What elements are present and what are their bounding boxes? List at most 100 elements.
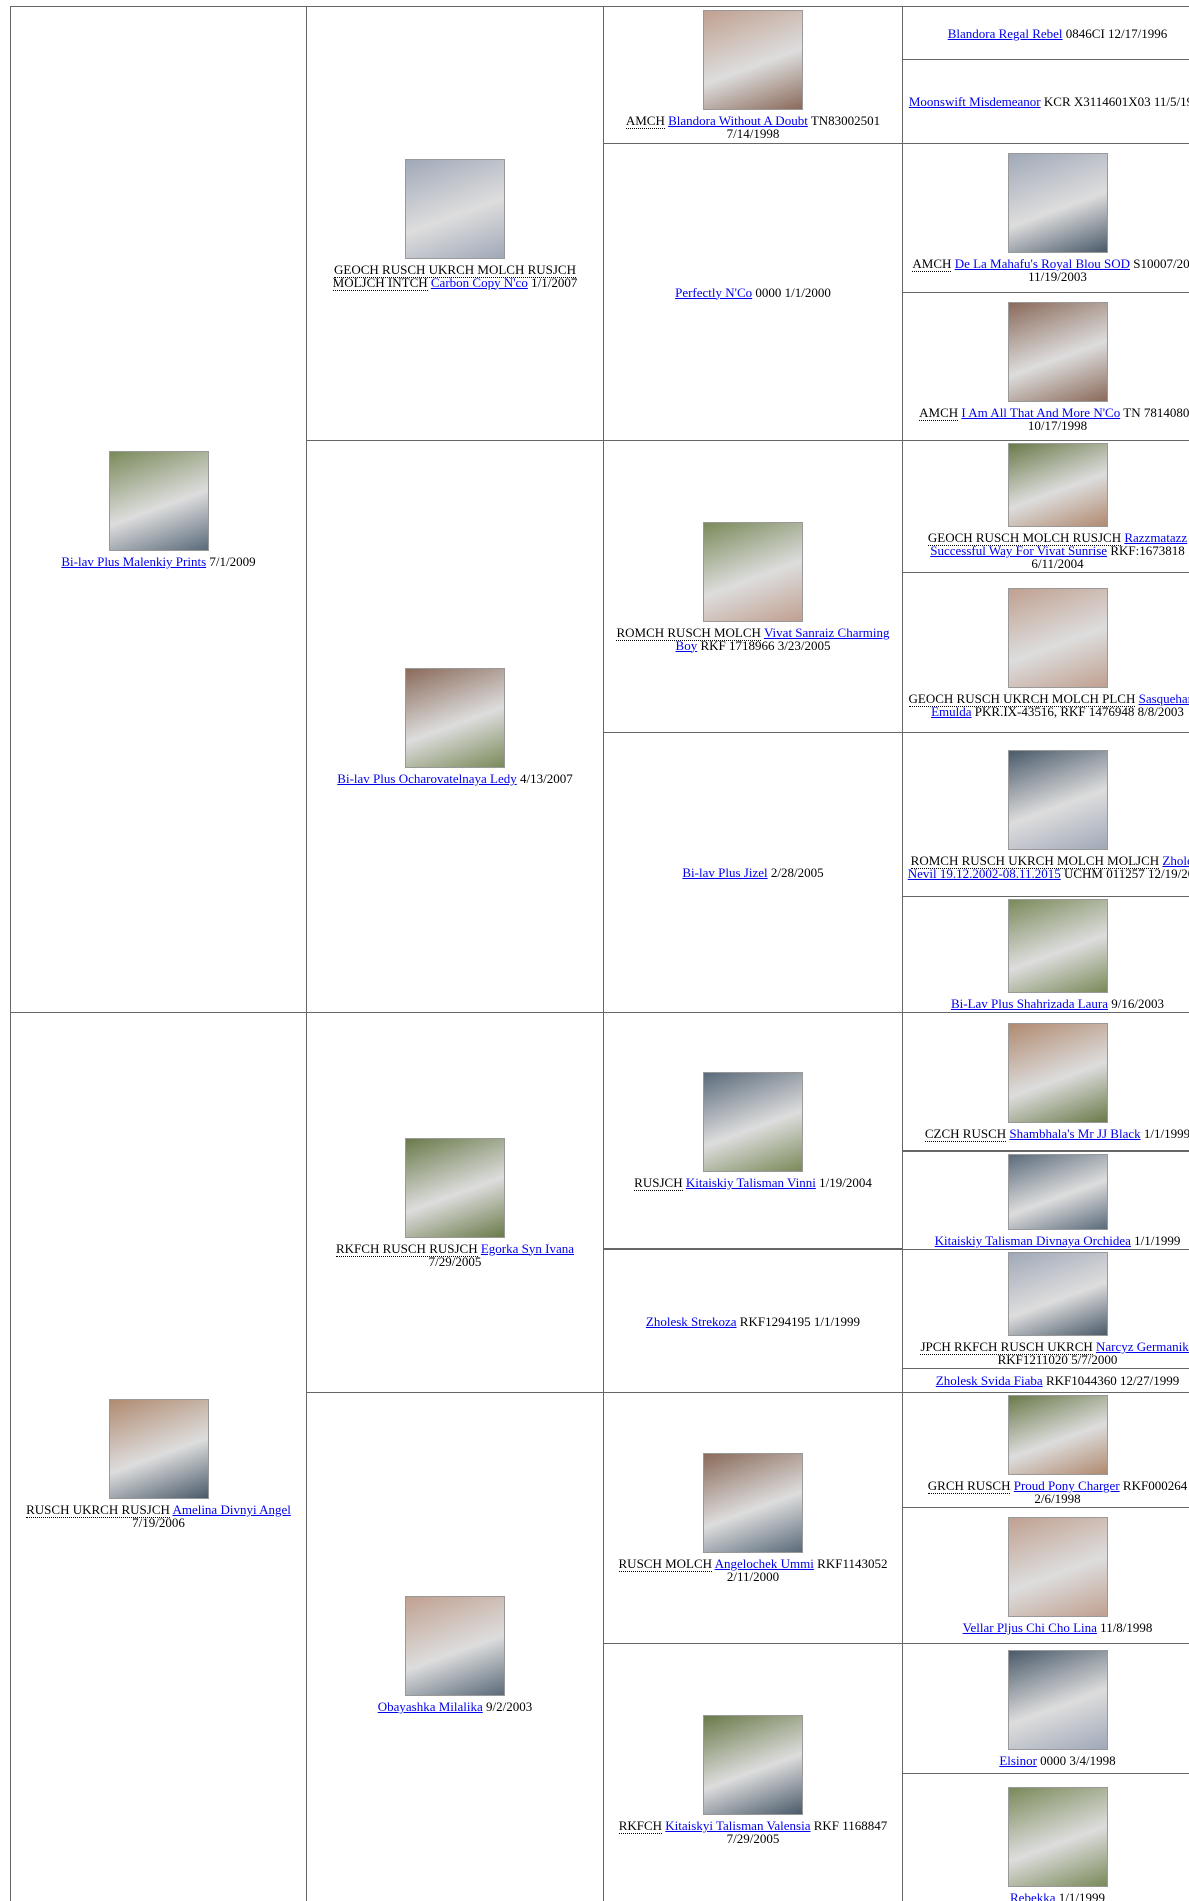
dog-photo [1007,443,1108,527]
dog-link[interactable]: De La Mahafu's Royal Blou SOD [954,256,1130,271]
pedigree-cell: GRCH RUSCH Proud Pony Charger RKF000264 … [902,1392,1189,1508]
dog-titles: RKFCH RUSCH RUSJCH [336,1240,478,1257]
dog-text: RUSCH MOLCH Angelochek Ummi RKF1143052 2… [608,1556,898,1584]
dog-text: ROMCH RUSCH UKRCH MOLCH MOLJCH Zholesk N… [907,852,1189,881]
dog-text: Perfectly N'Co 0000 1/1/2000 [675,286,831,299]
pedigree-cell: Blandora Regal Rebel 0846CI 12/17/1996 [902,6,1189,60]
dog-text: ROMCH RUSCH MOLCH Vivat Sanraiz Charming… [608,624,898,653]
dog-link[interactable]: Vivat Sanraiz Charming Boy [675,624,890,653]
dog-titles: CZCH RUSCH [924,1126,1007,1142]
dog-text: Rebekka 1/1/1999 [1010,1891,1105,1901]
dog-text: Bi-lav Plus Malenkiy Prints 7/1/2009 [61,555,255,568]
dog-link[interactable]: Carbon Copy N'co [430,274,528,290]
dog-titles: ROMCH RUSCH UKRCH MOLCH MOLJCH [910,852,1160,869]
pedigree-cell: ROMCH RUSCH UKRCH MOLCH MOLJCH Zholesk N… [902,732,1189,897]
dog-link[interactable]: Blandora Regal Rebel [947,25,1063,41]
dog-info: 0000 1/1/2000 [755,284,831,300]
dog-link[interactable]: Zholesk Strekoza [645,1313,737,1329]
dog-photo [703,1715,803,1815]
dog-link[interactable]: Blandora Without A Doubt [668,113,808,128]
dog-link[interactable]: Bi-Lav Plus Shahrizada Laura [950,996,1109,1011]
dog-link[interactable]: I Am All That And More N'Co [961,404,1121,420]
dog-photo [1007,587,1108,688]
dog-photo [1007,1517,1108,1617]
dog-text: Zholesk Svida Fiaba RKF1044360 12/27/199… [936,1374,1179,1387]
dog-link[interactable]: Kitaiskiy Talisman Divnaya Orchidea [934,1233,1131,1248]
dog-titles: GEOCH RUSCH UKRCH MOLCH RUSJCH MOLJCH IN… [332,261,576,291]
dog-text: RUSCH UKRCH RUSJCH Amelina Divnyi Angel … [15,1502,302,1529]
pedigree-cell: GEOCH RUSCH UKRCH MOLCH RUSJCH MOLJCH IN… [306,6,604,441]
dog-link[interactable]: Elsinor [999,1753,1037,1768]
dog-link[interactable]: Egorka Syn Ivana [480,1240,574,1256]
dog-info: 4/13/2007 [519,771,573,786]
dog-link[interactable]: Vellar Pljus Chi Cho Lina [962,1620,1097,1635]
dog-link[interactable]: Bi-lav Plus Ocharovatelnaya Ledy [337,771,517,786]
dog-info: TN83002501 7/14/1998 [726,113,881,141]
dog-titles: RUSCH UKRCH RUSJCH [26,1502,170,1518]
dog-info: RKF1211020 5/7/2000 [997,1352,1118,1367]
dog-titles: RKFCH [618,1818,663,1834]
dog-link[interactable]: Kitaiskiy Talisman Vinni [685,1175,816,1190]
dog-text: GEOCH RUSCH UKRCH MOLCH PLCH Sasquehanna… [907,690,1189,719]
dog-text: Moonswift Misdemeanor KCR X3114601X03 11… [909,95,1189,108]
pedigree-cell: Rebekka 1/1/1999 [902,1773,1189,1901]
dog-info: PKR.IX-43516, RKF 1476948 8/8/2003 [974,703,1184,719]
dog-photo [703,10,803,110]
dog-photo [1007,1650,1108,1750]
dog-text: CZCH RUSCH Shambhala's Mr JJ Black 1/1/1… [924,1126,1189,1142]
dog-info: 2/28/2005 [770,865,824,880]
dog-link[interactable]: Bi-lav Plus Malenkiy Prints [61,554,207,569]
dog-text: RKFCH RUSCH RUSJCH Egorka Syn Ivana 7/29… [311,1240,599,1269]
dog-info: TN 78140803 10/17/1998 [1027,404,1189,433]
dog-link[interactable]: Proud Pony Charger [1013,1478,1120,1493]
pedigree-cell: RKFCH RUSCH RUSJCH Egorka Syn Ivana 7/29… [306,1012,604,1393]
dog-link[interactable]: Zholesk Svida Fiaba [935,1373,1043,1388]
dog-link[interactable]: Bi-lav Plus Jizel [682,865,768,880]
pedigree-cell: Bi-lav Plus Malenkiy Prints 7/1/2009 [10,6,307,1013]
dog-link[interactable]: Shambhala's Mr JJ Black [1009,1126,1141,1141]
dog-link[interactable]: Perfectly N'Co [675,284,753,300]
dog-photo [1007,301,1108,402]
dog-titles: GEOCH RUSCH UKRCH MOLCH PLCH [908,690,1136,707]
pedigree-cell: JPCH RKFCH RUSCH UKRCH Narcyz Germanika … [902,1249,1189,1369]
dog-photo [405,158,505,259]
dog-titles: RUSJCH [634,1175,683,1191]
dog-info: 9/16/2003 [1111,996,1165,1011]
dog-text: GEOCH RUSCH UKRCH MOLCH RUSJCH MOLJCH IN… [311,261,599,291]
dog-link[interactable]: Razzmatazz Successful Way For Vivat Sunr… [930,530,1188,558]
dog-info: 1/19/2004 [819,1175,872,1190]
dog-link[interactable]: Kitaiskyi Talisman Valensia [665,1818,811,1833]
dog-link[interactable]: Moonswift Misdemeanor [908,94,1041,109]
dog-photo [108,451,209,551]
dog-text: Blandora Regal Rebel 0846CI 12/17/1996 [948,27,1168,40]
dog-info: UCHM 011257 12/19/2002 [1063,865,1189,881]
pedigree-cell: CZCH RUSCH Shambhala's Mr JJ Black 1/1/1… [902,1012,1189,1151]
dog-text: RUSJCH Kitaiskiy Talisman Vinni 1/19/200… [634,1175,872,1191]
dog-link[interactable]: Rebekka [1010,1889,1056,1901]
dog-text: Zholesk Strekoza RKF1294195 1/1/1999 [646,1315,860,1328]
dog-link[interactable]: Sasquehanna Emulda [931,690,1189,719]
dog-titles: GRCH RUSCH [927,1478,1011,1494]
dog-link[interactable]: Amelina Divnyi Angel [172,1502,291,1517]
dog-info: 1/1/1999 [1134,1233,1181,1248]
dog-titles: RUSCH MOLCH [618,1556,713,1572]
dog-info: 1/1/1999 [1058,1889,1105,1901]
dog-info: 0000 3/4/1998 [1040,1753,1116,1768]
dog-photo [703,521,803,622]
dog-link[interactable]: Zholesk Nevil 19.12.2002-08.11.2015 [907,852,1189,881]
dog-link[interactable]: Obayashka Milalika [377,1699,483,1714]
dog-titles: AMCH [625,113,665,129]
dog-info: 7/29/2005 [428,1253,482,1269]
dog-info: RKF1294195 1/1/1999 [739,1313,861,1329]
dog-link[interactable]: Narcyz Germanika [1096,1339,1189,1354]
dog-text: Vellar Pljus Chi Cho Lina 11/8/1998 [963,1621,1153,1634]
dog-info: RKF1143052 2/11/2000 [726,1556,888,1584]
dog-titles: GEOCH RUSCH MOLCH RUSJCH [927,530,1122,546]
pedigree-cell: AMCH De La Mahafu's Royal Blou SOD S1000… [902,143,1189,293]
dog-link[interactable]: Angelochek Ummi [714,1556,814,1571]
pedigree-cell: RUSJCH Kitaiskiy Talisman Vinni 1/19/200… [603,1012,903,1249]
pedigree-cell: GEOCH RUSCH MOLCH RUSJCH Razzmatazz Succ… [902,440,1189,573]
dog-info: RKF1044360 12/27/1999 [1045,1373,1180,1388]
dog-text: AMCH Blandora Without A Doubt TN83002501… [608,113,898,141]
pedigree-cell: RUSCH UKRCH RUSJCH Amelina Divnyi Angel … [10,1012,307,1901]
